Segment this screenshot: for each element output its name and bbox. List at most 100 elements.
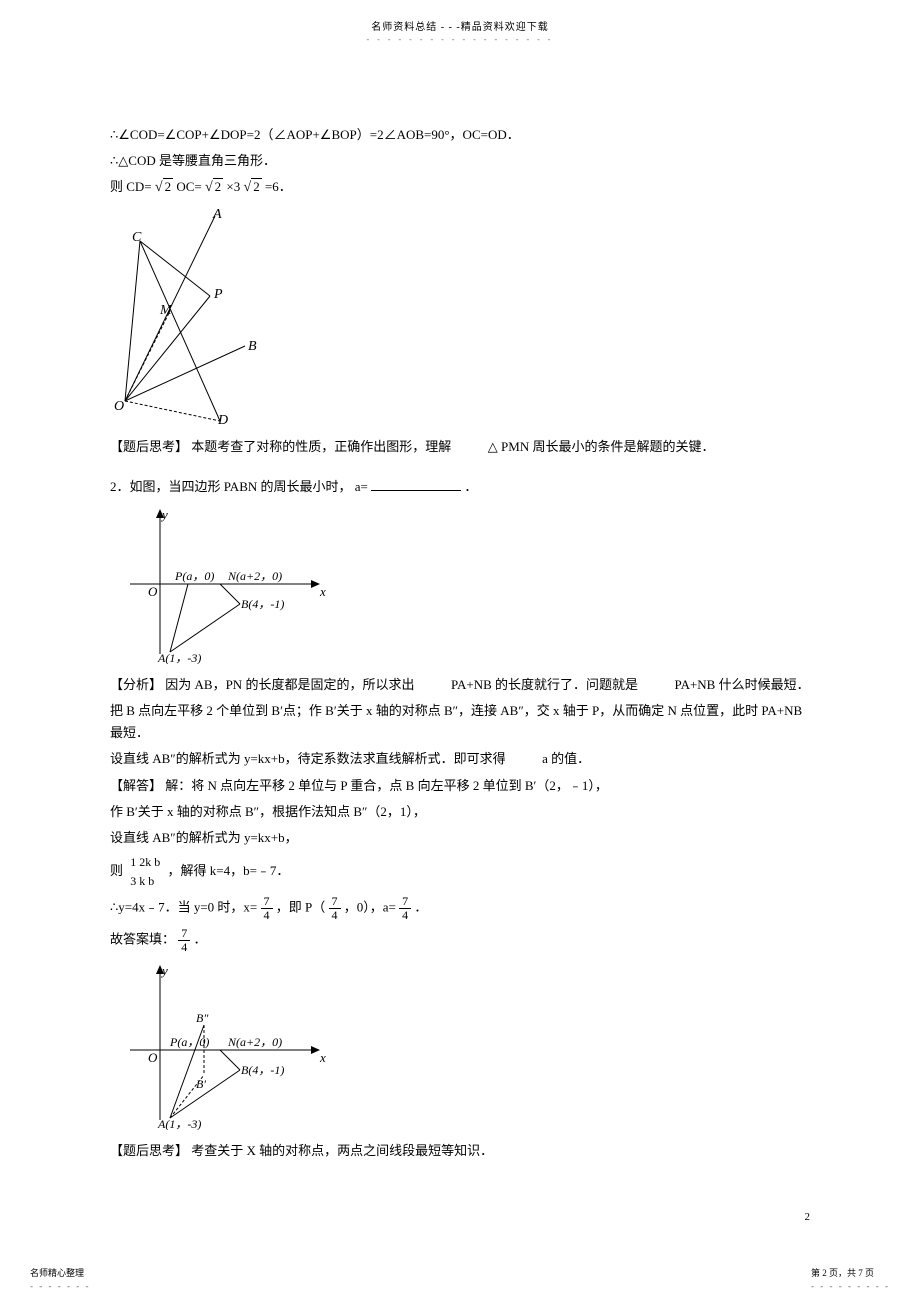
- text-span: ．: [464, 479, 477, 494]
- text-span: PA+NB 什么时候最短．: [675, 677, 810, 692]
- text-line-1: ∴∠COD=∠COP+∠DOP=2（∠AOP+∠BOP）=2∠AOB=90°，O…: [110, 124, 810, 146]
- text-span: a 的值．: [542, 751, 590, 766]
- fig1-label-M: M: [159, 303, 173, 318]
- text-analysis: 【分析】 因为 AB，PN 的长度都是固定的，所以求出 PA+NB 的长度就行了…: [110, 674, 810, 696]
- fig1-label-C: C: [132, 230, 142, 245]
- svg-text:y: y: [160, 963, 168, 978]
- text-span: 因为 AB，PN 的长度都是固定的，所以求出: [165, 677, 414, 692]
- text-span: 故答案填：: [110, 931, 175, 946]
- text-span: ，0），a=: [344, 900, 396, 915]
- footer-left-dots: - - - - - - -: [30, 1281, 90, 1291]
- fraction-numerator: 7: [399, 895, 411, 909]
- fraction-denominator: 4: [399, 909, 411, 922]
- matrix-row-1: 1 2k b: [130, 853, 160, 872]
- text-line-2: ∴△COD 是等腰直角三角形．: [110, 150, 810, 172]
- fraction: 7 4: [399, 895, 411, 922]
- sqrt-symbol: 2: [244, 176, 262, 200]
- fraction: 7 4: [261, 895, 273, 922]
- text-span: PABN 的周长最小时，: [224, 479, 352, 494]
- svg-text:B′: B′: [196, 1077, 206, 1091]
- text-span: a=: [355, 479, 368, 494]
- fraction-denominator: 4: [329, 909, 341, 922]
- text-span: ．: [194, 931, 207, 946]
- fraction-numerator: 7: [178, 927, 190, 941]
- header-title: 名师资料总结 - - -精品资料欢迎下载: [0, 18, 920, 33]
- svg-text:B(4，-1): B(4，-1): [241, 597, 284, 611]
- text-solve: 【解答】 解：将 N 点向左平移 2 单位与 P 重合，点 B 向左平移 2 单…: [110, 775, 810, 797]
- footer-right-text: 第 2 页，共 7 页: [811, 1268, 874, 1278]
- blank-underline: [371, 478, 461, 491]
- svg-text:x: x: [319, 584, 326, 599]
- fraction: 7 4: [329, 895, 341, 922]
- page-number: 2: [805, 1211, 811, 1223]
- svg-text:A(1，-3): A(1，-3): [157, 651, 201, 664]
- text-line-q2: 2．如图，当四边形 PABN 的周长最小时， a= ．: [110, 476, 810, 498]
- text-span: ×3: [226, 179, 240, 194]
- triangle-symbol: △: [488, 439, 498, 454]
- svg-text:O: O: [148, 1050, 158, 1065]
- fig1-label-P: P: [213, 287, 223, 302]
- sqrt-value: 2: [213, 178, 224, 194]
- svg-text:P(a，0): P(a，0): [174, 569, 214, 583]
- text-span: 设直线 AB″的解析式为 y=kx+b，待定系数法求直线解析式．即可求得: [110, 751, 506, 766]
- text-span: 解：将 N 点向左平移 2 单位与 P 重合，点 B 向左平移 2 单位到 B′…: [165, 778, 608, 793]
- text-span: ，即 P（: [276, 900, 325, 915]
- svg-text:B″: B″: [196, 1011, 209, 1025]
- fig1-label-O: O: [114, 399, 124, 414]
- text-span: ．: [414, 900, 427, 915]
- text-span: 本题考查了对称的性质，正确作出图形，理解: [191, 439, 451, 454]
- text-span: 则 CD=: [110, 179, 152, 194]
- text-span: PA+NB 的长度就行了．问题就是: [451, 677, 638, 692]
- fig1-label-B: B: [248, 339, 257, 354]
- svg-text:N(a+2，0): N(a+2，0): [227, 1035, 282, 1049]
- section-label: 【题后思考】: [110, 1143, 188, 1158]
- footer-left: 名师精心整理 - - - - - - -: [30, 1266, 90, 1291]
- page-content: ∴∠COD=∠COP+∠DOP=2（∠AOP+∠BOP）=2∠AOB=90°，O…: [110, 124, 810, 1162]
- fraction-denominator: 4: [261, 909, 273, 922]
- matrix-row-2: 3 k b: [130, 872, 160, 891]
- text-span: PMN 周长最小的条件是解题的关键．: [501, 439, 714, 454]
- section-label: 【题后思考】: [110, 439, 188, 454]
- text-line-7: 把 B 点向左平移 2 个单位到 B′点；作 B′关于 x 轴的对称点 B″，连…: [110, 700, 810, 744]
- text-span: 2．如图，当四边形: [110, 479, 221, 494]
- footer-right-dots: - - - - - - - - -: [811, 1281, 890, 1291]
- page-header: 名师资料总结 - - -精品资料欢迎下载 - - - - - - - - - -…: [0, 0, 920, 44]
- figure-2: y x O P(a，0) N(a+2，0) B(4，-1) A(1，-3): [110, 504, 810, 668]
- svg-text:N(a+2，0): N(a+2，0): [227, 569, 282, 583]
- text-line-8: 设直线 AB″的解析式为 y=kx+b，待定系数法求直线解析式．即可求得 a 的…: [110, 748, 810, 770]
- sqrt-symbol: 2: [205, 176, 223, 200]
- fig1-label-A: A: [212, 207, 222, 222]
- svg-text:A(1，-3): A(1，-3): [157, 1117, 201, 1130]
- svg-text:B(4，-1): B(4，-1): [241, 1063, 284, 1077]
- sqrt-symbol: 2: [155, 176, 173, 200]
- footer-right: 第 2 页，共 7 页 - - - - - - - - -: [811, 1266, 890, 1291]
- svg-text:x: x: [319, 1050, 326, 1065]
- fraction-numerator: 7: [261, 895, 273, 909]
- matrix-brace: 1 2k b 3 k b: [130, 853, 160, 891]
- fraction-denominator: 4: [178, 941, 190, 954]
- text-line-14: 故答案填： 7 4 ．: [110, 927, 810, 954]
- sqrt-value: 2: [251, 178, 262, 194]
- section-label: 【分析】: [110, 677, 162, 692]
- svg-text:y: y: [160, 507, 168, 522]
- sqrt-value: 2: [163, 178, 174, 194]
- text-span: 考查关于 X 轴的对称点，两点之间线段最短等知识．: [191, 1143, 493, 1158]
- footer-left-text: 名师精心整理: [30, 1268, 84, 1278]
- text-line-11: 设直线 AB″的解析式为 y=kx+b，: [110, 827, 810, 849]
- text-span: OC=: [176, 179, 201, 194]
- text-line-afterthought-1: 【题后思考】 本题考查了对称的性质，正确作出图形，理解 △ PMN 周长最小的条…: [110, 436, 810, 458]
- fraction-numerator: 7: [329, 895, 341, 909]
- svg-text:O: O: [148, 584, 158, 599]
- text-span: 则: [110, 863, 123, 878]
- text-line-13: ∴y=4x﹣7．当 y=0 时，x= 7 4 ，即 P（ 7 4 ，0），a= …: [110, 895, 810, 922]
- text-afterthought-2: 【题后思考】 考查关于 X 轴的对称点，两点之间线段最短等知识．: [110, 1140, 810, 1162]
- svg-text:P(a，0): P(a，0): [169, 1035, 209, 1049]
- section-label: 【解答】: [110, 778, 162, 793]
- fraction: 7 4: [178, 927, 190, 954]
- figure-1: A C M P B O D: [110, 206, 810, 430]
- text-line-12: 则 1 2k b 3 k b ，解得 k=4，b=﹣7．: [110, 853, 810, 891]
- text-line-3: 则 CD= 2 OC= 2 ×3 2 =6．: [110, 176, 810, 200]
- text-span: =6．: [265, 179, 292, 194]
- text-span: ，解得 k=4，b=﹣7．: [168, 863, 290, 878]
- text-line-10: 作 B′关于 x 轴的对称点 B″，根据作法知点 B″（2，1），: [110, 801, 810, 823]
